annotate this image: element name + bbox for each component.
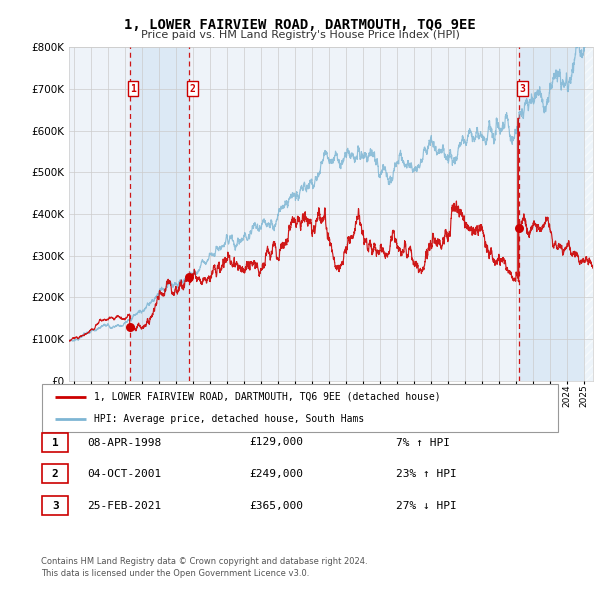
Text: £129,000: £129,000 [249, 438, 303, 447]
Text: 1, LOWER FAIRVIEW ROAD, DARTMOUTH, TQ6 9EE: 1, LOWER FAIRVIEW ROAD, DARTMOUTH, TQ6 9… [124, 18, 476, 32]
Text: 7% ↑ HPI: 7% ↑ HPI [396, 438, 450, 447]
Text: 04-OCT-2001: 04-OCT-2001 [87, 469, 161, 478]
Text: 27% ↓ HPI: 27% ↓ HPI [396, 501, 457, 510]
Text: Contains HM Land Registry data © Crown copyright and database right 2024.: Contains HM Land Registry data © Crown c… [41, 558, 367, 566]
Text: 1: 1 [52, 438, 59, 447]
Bar [519, 47, 600, 381]
FancyBboxPatch shape [42, 496, 68, 515]
Bar [130, 47, 189, 381]
Bar [584, 47, 600, 381]
Text: 23% ↑ HPI: 23% ↑ HPI [396, 469, 457, 478]
Text: £365,000: £365,000 [249, 501, 303, 510]
Text: 2: 2 [52, 469, 59, 478]
Text: 3: 3 [519, 84, 525, 94]
Text: £249,000: £249,000 [249, 469, 303, 478]
Text: 08-APR-1998: 08-APR-1998 [87, 438, 161, 447]
FancyBboxPatch shape [42, 433, 68, 452]
Text: Price paid vs. HM Land Registry's House Price Index (HPI): Price paid vs. HM Land Registry's House … [140, 30, 460, 40]
Text: HPI: Average price, detached house, South Hams: HPI: Average price, detached house, Sout… [94, 414, 364, 424]
FancyBboxPatch shape [42, 464, 68, 483]
Text: 25-FEB-2021: 25-FEB-2021 [87, 501, 161, 510]
FancyBboxPatch shape [42, 384, 558, 432]
Text: 2: 2 [190, 84, 195, 94]
Text: 1: 1 [130, 84, 136, 94]
Text: This data is licensed under the Open Government Licence v3.0.: This data is licensed under the Open Gov… [41, 569, 309, 578]
Text: 3: 3 [52, 501, 59, 510]
Text: 1, LOWER FAIRVIEW ROAD, DARTMOUTH, TQ6 9EE (detached house): 1, LOWER FAIRVIEW ROAD, DARTMOUTH, TQ6 9… [94, 392, 440, 402]
